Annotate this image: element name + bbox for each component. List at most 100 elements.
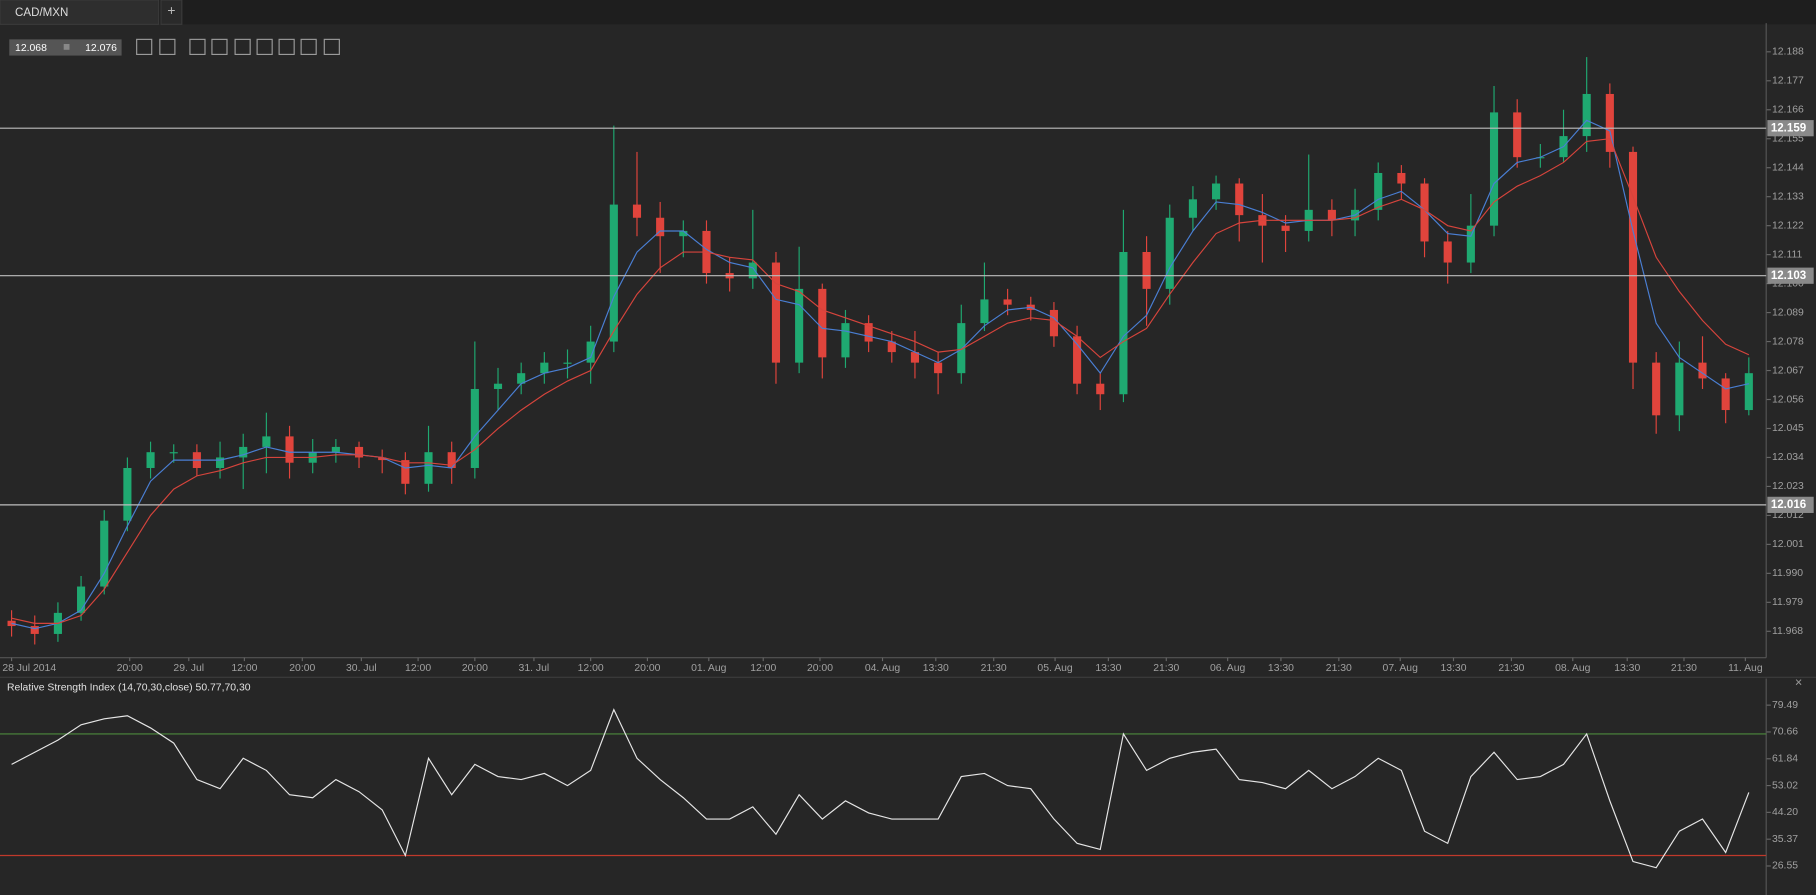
- candle-body: [818, 288, 827, 358]
- y-tick-label: 12.111: [1772, 249, 1802, 260]
- candle-body: [447, 452, 456, 468]
- x-tick-label: 08. Aug: [1555, 663, 1591, 674]
- candle-body: [354, 446, 364, 458]
- y-tick-label: 79.49: [1772, 700, 1798, 711]
- y-tick-label: 12.078: [1772, 336, 1804, 347]
- bid-price: 12.068: [15, 43, 47, 54]
- candle-body: [540, 362, 549, 374]
- y-tick-label: 12.001: [1772, 539, 1804, 550]
- tab-bar: [0, 0, 1816, 25]
- candle-body: [1073, 336, 1082, 384]
- x-tick-label: 20:00: [289, 663, 315, 674]
- candle-body: [517, 373, 526, 384]
- candle-body: [1374, 172, 1383, 210]
- x-tick-label: 20:00: [807, 663, 833, 674]
- candle-body: [1489, 112, 1499, 226]
- level-label-box: [1767, 496, 1814, 513]
- candle-body: [795, 288, 804, 363]
- candle-body: [1721, 378, 1730, 411]
- level-label: 12.159: [1771, 122, 1806, 134]
- candle-body: [30, 626, 39, 634]
- y-tick-label: 35.37: [1772, 834, 1798, 845]
- y-tick-label: 53.02: [1772, 780, 1798, 791]
- zoom-out-button[interactable]: [159, 38, 176, 55]
- y-tick-label: 12.023: [1772, 481, 1804, 492]
- x-tick-label: 21:30: [1153, 663, 1179, 674]
- candle-body: [123, 467, 132, 521]
- new-tab[interactable]: [160, 0, 183, 25]
- candle-body: [1096, 383, 1105, 395]
- candle-body: [771, 262, 781, 363]
- candle-body: [77, 586, 86, 613]
- x-tick-label: 04. Aug: [865, 663, 901, 674]
- candle-body: [910, 352, 920, 363]
- y-tick-label: 11.968: [1772, 626, 1803, 637]
- x-tick-label: 11. Aug: [1728, 663, 1763, 674]
- candle-body: [1582, 93, 1591, 137]
- y-tick-label: 12.144: [1772, 162, 1804, 173]
- ask-price: 12.076: [85, 43, 117, 54]
- candle-body: [563, 362, 572, 364]
- x-tick-label: 20:00: [462, 663, 488, 674]
- candle-body: [748, 262, 757, 279]
- candle-body: [1628, 151, 1638, 363]
- x-tick-label: 21:30: [1326, 663, 1352, 674]
- template-button[interactable]: [278, 38, 295, 55]
- y-tick-label: 12.133: [1772, 191, 1804, 202]
- candle-body: [262, 436, 271, 447]
- x-tick-label: 13:30: [1268, 663, 1294, 674]
- new-tab-label: +: [167, 2, 175, 18]
- candle-body: [1466, 225, 1475, 263]
- y-tick-label: 12.166: [1772, 105, 1804, 116]
- tab[interactable]: [0, 0, 160, 25]
- x-tick-label: 31. Jul: [519, 663, 550, 674]
- moving-average: [11, 119, 1749, 630]
- y-tick-label: 12.012: [1772, 510, 1804, 521]
- candle-body: [1212, 183, 1221, 200]
- candle-body: [1165, 217, 1174, 289]
- candle-body: [1443, 241, 1452, 263]
- x-tick-label: 12:00: [405, 663, 431, 674]
- x-tick-label: 01. Aug: [691, 663, 727, 674]
- candle-body: [239, 446, 248, 458]
- indicators-button[interactable]: [234, 38, 251, 55]
- candle-body: [215, 457, 225, 468]
- candle-body: [1188, 199, 1197, 218]
- y-tick-label: 12.034: [1772, 452, 1804, 463]
- close-indicator[interactable]: ×: [1795, 674, 1802, 689]
- pencil-button[interactable]: [323, 38, 340, 55]
- candle-body: [980, 299, 989, 324]
- candle-body: [887, 341, 896, 353]
- y-tick-label: 61.84: [1772, 754, 1798, 765]
- level-label-box: [1767, 120, 1814, 137]
- candle-body: [934, 362, 943, 374]
- x-tick-label: 12:00: [578, 663, 604, 674]
- settings-button[interactable]: [300, 38, 317, 55]
- candle-body: [401, 460, 410, 484]
- x-tick-label: 21:30: [981, 663, 1007, 674]
- x-tick-label: 21:30: [1671, 663, 1697, 674]
- y-tick-label: 12.045: [1772, 423, 1804, 434]
- y-tick-label: 12.067: [1772, 365, 1804, 376]
- candle-body: [1513, 112, 1522, 158]
- x-tick-label: 06. Aug: [1210, 663, 1246, 674]
- x-tick-label: 30. Jul: [346, 663, 377, 674]
- zoom-in-button[interactable]: [136, 38, 153, 55]
- draw-button[interactable]: [256, 38, 273, 55]
- timeframe-button[interactable]: [189, 38, 206, 55]
- candle-body: [470, 388, 479, 468]
- x-tick-label: 13:30: [1440, 663, 1466, 674]
- y-tick-label: 12.177: [1772, 76, 1804, 87]
- chart-type-button[interactable]: [211, 38, 228, 55]
- x-tick-label: 13:30: [1095, 663, 1121, 674]
- candle-body: [1142, 252, 1151, 289]
- y-tick-label: 26.55: [1772, 861, 1798, 872]
- level-label-box: [1767, 267, 1814, 284]
- indicator-title: Relative Strength Index (14,70,30,close)…: [7, 682, 251, 693]
- candle-body: [1327, 209, 1336, 221]
- candle-body: [100, 520, 109, 587]
- y-tick-label: 11.990: [1772, 568, 1803, 579]
- candle-body: [632, 204, 642, 218]
